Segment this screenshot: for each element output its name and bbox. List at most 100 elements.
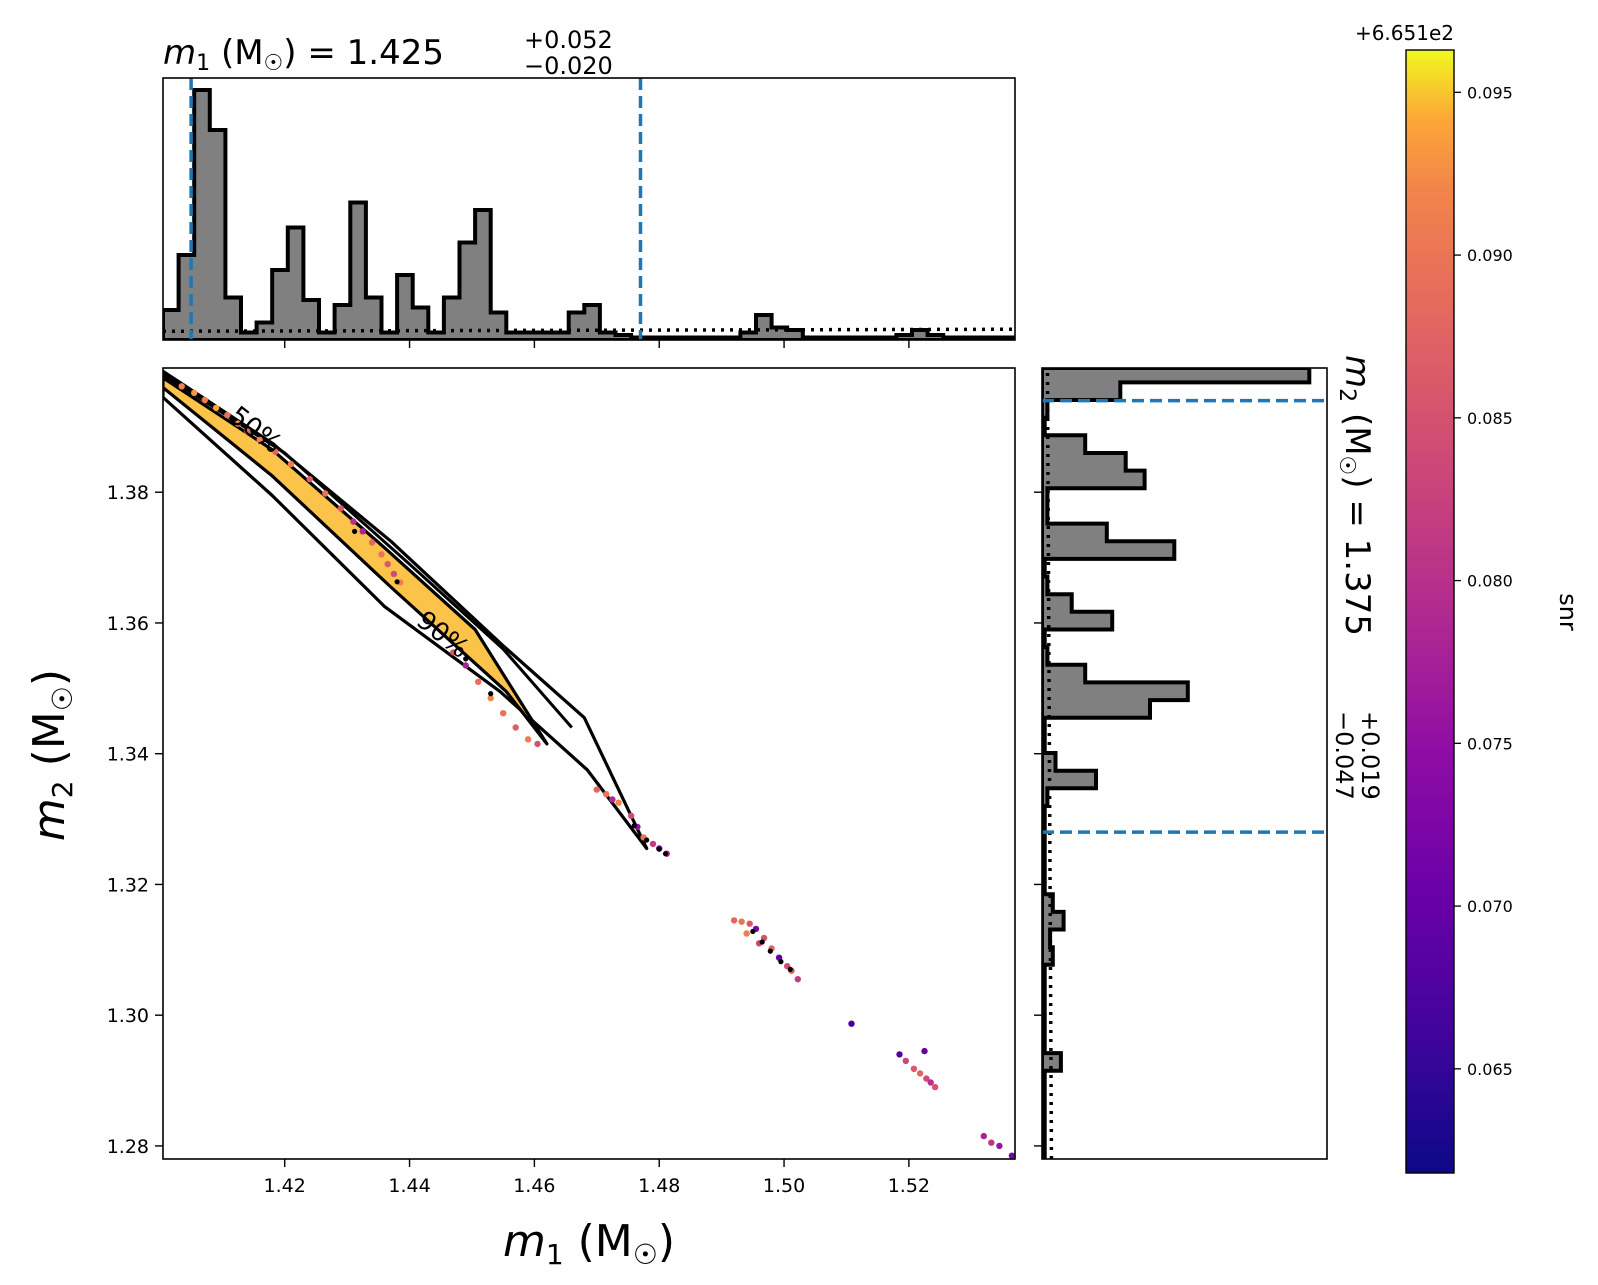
scatter-point bbox=[272, 448, 279, 455]
scatter-point bbox=[306, 475, 313, 483]
m2-title-sun: ☉ bbox=[1334, 456, 1359, 476]
scatter-point bbox=[916, 1070, 924, 1077]
scatter-point bbox=[390, 570, 398, 578]
scatter-point bbox=[609, 796, 616, 803]
sample-scatter bbox=[178, 383, 1015, 1159]
scatter-point-dark bbox=[631, 823, 637, 829]
contour-90 bbox=[163, 369, 649, 851]
scatter-point bbox=[450, 649, 457, 656]
scatter-point bbox=[738, 918, 745, 925]
scatter-point bbox=[534, 740, 541, 748]
scatter-point bbox=[234, 420, 242, 427]
colorbar-ticks: 0.065 0.070 0.075 0.080 0.085 0.090 0.095 bbox=[1454, 83, 1513, 1079]
y-tick-label: 1.34 bbox=[107, 744, 149, 766]
scatter-point bbox=[384, 560, 391, 568]
m2-title-upper-error: +0.019 bbox=[1356, 711, 1384, 800]
scatter-point-dark bbox=[394, 579, 400, 585]
x-axis-ticks: 1.42 1.44 1.46 1.48 1.50 1.52 bbox=[264, 1159, 930, 1197]
colorbar-offset-text: +6.651e2 bbox=[1355, 21, 1454, 45]
y-tick-label: 1.28 bbox=[107, 1136, 149, 1158]
scatter-point bbox=[378, 551, 385, 558]
scatter-point bbox=[350, 518, 357, 525]
m1-title-lower-error: −0.020 bbox=[524, 52, 613, 80]
scatter-point bbox=[244, 428, 251, 435]
m1-marginal-panel bbox=[162, 77, 1016, 348]
scatter-point bbox=[224, 411, 231, 419]
colorbar-label: snr bbox=[1554, 593, 1582, 631]
scatter-point bbox=[627, 812, 635, 819]
scatter-point bbox=[923, 1075, 930, 1082]
x-tick-label: 1.46 bbox=[513, 1175, 555, 1197]
y-tick-label: 1.38 bbox=[107, 482, 149, 504]
m2-marginal-frame bbox=[1041, 367, 1328, 1160]
m1-summary-title: m1 (M☉) = 1.425 +0.052 −0.020 bbox=[163, 26, 613, 80]
scatter-point-dark bbox=[463, 656, 469, 662]
scatter-point bbox=[191, 389, 198, 396]
scatter-point-dark bbox=[488, 691, 494, 697]
scatter-point bbox=[322, 490, 329, 497]
y-axis-label: m2 (M☉) bbox=[24, 669, 79, 841]
m2-summary-title: m2 (M☉) = 1.375 +0.019 −0.047 bbox=[1330, 355, 1384, 800]
m1-title-value: ) = 1.425 bbox=[283, 33, 444, 73]
m1-title-sun: ☉ bbox=[264, 51, 284, 76]
svg-text:m1 (M☉) = 1.425: m1 (M☉) = 1.425 bbox=[163, 33, 444, 76]
scatter-point bbox=[359, 528, 366, 535]
scatter-point-dark bbox=[787, 966, 793, 973]
scatter-point bbox=[931, 1083, 939, 1091]
scatter-point bbox=[287, 460, 295, 468]
scatter-point bbox=[462, 662, 469, 669]
m1-marginal-frame bbox=[162, 77, 1016, 341]
colorbar-tick-label: 0.090 bbox=[1467, 246, 1513, 265]
scatter-point-dark bbox=[767, 948, 773, 954]
colorbar-tick-label: 0.070 bbox=[1467, 897, 1513, 916]
scatter-point-dark bbox=[352, 528, 358, 535]
scatter-point bbox=[524, 736, 532, 743]
colorbar-tick-label: 0.065 bbox=[1467, 1060, 1513, 1079]
scatter-point bbox=[512, 724, 519, 731]
scatter-point bbox=[980, 1132, 987, 1140]
m1-histogram-bars bbox=[163, 88, 1015, 340]
scatter-point bbox=[996, 1142, 1003, 1150]
colorbar: 0.065 0.070 0.075 0.080 0.085 0.090 0.095 +6.6… bbox=[1355, 21, 1582, 1174]
scatter-point bbox=[848, 1020, 855, 1027]
m1-histogram bbox=[163, 78, 1015, 340]
contour-ridge bbox=[163, 373, 573, 729]
y-tick-label: 1.30 bbox=[107, 1005, 149, 1027]
scatter-point bbox=[649, 840, 657, 848]
colorbar-tick-label: 0.075 bbox=[1467, 734, 1513, 753]
y-tick-label: 1.32 bbox=[107, 874, 149, 896]
scatter-point bbox=[212, 404, 220, 412]
scatter-point bbox=[927, 1079, 934, 1086]
scatter-point bbox=[603, 791, 610, 798]
m2-title-sub: 2 bbox=[1334, 388, 1359, 402]
scatter-point bbox=[368, 539, 376, 546]
m2-histogram-bars bbox=[1042, 368, 1312, 1159]
scatter-point bbox=[475, 678, 482, 685]
m2-prior-line bbox=[1045, 368, 1054, 1159]
scatter-point bbox=[988, 1139, 995, 1146]
x-axis-label: m1 (M☉) bbox=[503, 1216, 675, 1271]
scatter-point bbox=[201, 396, 208, 404]
scatter-point bbox=[256, 436, 263, 444]
scatter-point bbox=[593, 786, 600, 793]
m2-marginal-panel bbox=[1034, 367, 1328, 1160]
m2-title-unit: (M bbox=[1337, 413, 1377, 456]
joint-panel-frame bbox=[162, 367, 1016, 1160]
scatter-point bbox=[910, 1065, 918, 1073]
scatter-point bbox=[337, 505, 345, 512]
scatter-point bbox=[1008, 1152, 1015, 1159]
x-tick-label: 1.42 bbox=[264, 1175, 306, 1197]
y-tick-label: 1.36 bbox=[107, 613, 149, 635]
scatter-point bbox=[730, 917, 738, 924]
m1-title-upper-error: +0.052 bbox=[524, 26, 613, 54]
colorbar-gradient bbox=[1405, 49, 1455, 1174]
scatter-point-dark bbox=[656, 846, 662, 852]
scatter-point bbox=[921, 1047, 928, 1055]
scatter-point bbox=[487, 694, 494, 702]
scatter-point-dark bbox=[662, 851, 669, 857]
x-tick-label: 1.52 bbox=[888, 1175, 930, 1197]
scatter-point bbox=[746, 920, 753, 927]
m2-marginal-ticks bbox=[1034, 491, 1042, 1147]
scatter-point bbox=[500, 710, 507, 717]
